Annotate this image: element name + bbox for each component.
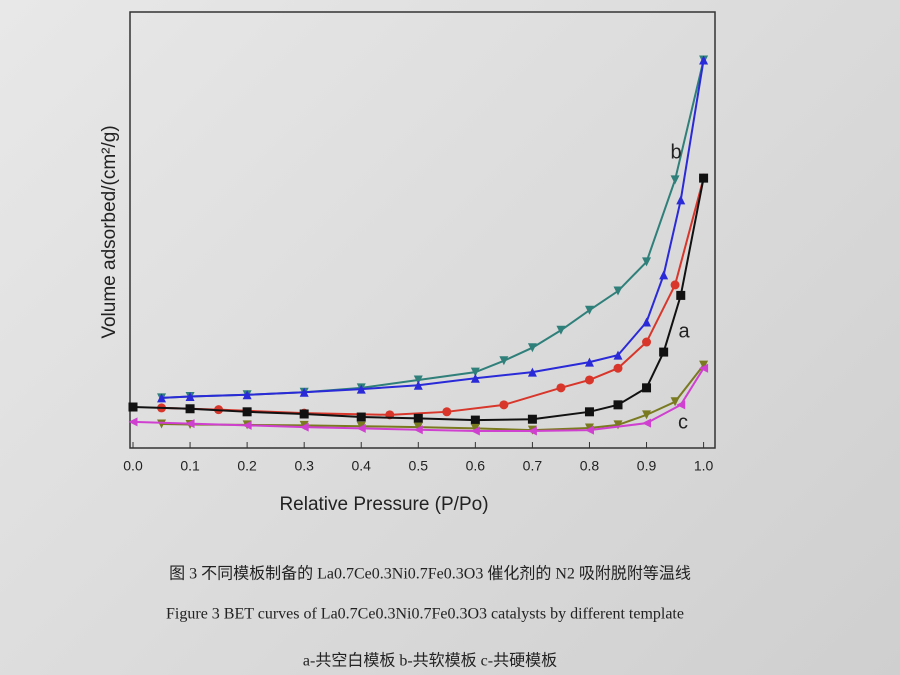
- marker: [584, 375, 594, 385]
- x-tick-label: 0.2: [237, 458, 257, 474]
- marker: [659, 270, 669, 280]
- marker: [670, 175, 680, 185]
- marker: [556, 383, 566, 393]
- marker: [527, 367, 537, 377]
- annotation: c: [678, 411, 688, 433]
- marker: [413, 380, 423, 390]
- marker: [613, 363, 623, 373]
- x-tick-label: 0.4: [352, 458, 372, 474]
- marker: [642, 257, 652, 267]
- x-tick-label: 0.0: [123, 458, 143, 474]
- marker: [676, 195, 686, 205]
- marker: [613, 420, 623, 430]
- marker: [499, 400, 509, 410]
- marker: [676, 400, 686, 410]
- marker: [613, 286, 623, 296]
- marker: [527, 414, 537, 424]
- marker: [613, 400, 623, 410]
- marker: [242, 420, 252, 430]
- marker: [670, 397, 680, 407]
- x-tick-label: 0.3: [294, 458, 314, 474]
- marker: [642, 317, 652, 327]
- marker: [185, 419, 195, 429]
- marker: [527, 343, 537, 353]
- marker: [699, 360, 709, 370]
- plot-frame: [129, 11, 716, 449]
- y-axis-label: Volume adsorbed/(cm²/g): [99, 125, 120, 338]
- marker: [584, 407, 594, 417]
- marker: [642, 418, 652, 428]
- caption: a-共空白模板 b-共软模板 c-共硬模板: [303, 652, 557, 670]
- marker: [470, 415, 480, 425]
- marker: [699, 363, 709, 373]
- marker: [613, 350, 623, 360]
- marker: [356, 384, 366, 394]
- x-tick-label: 0.5: [409, 458, 429, 474]
- marker: [185, 392, 195, 402]
- marker: [185, 404, 195, 414]
- marker: [299, 422, 309, 432]
- marker: [659, 347, 669, 357]
- marker: [157, 393, 167, 403]
- marker: [584, 305, 594, 315]
- marker: [413, 413, 423, 423]
- marker: [699, 173, 709, 183]
- marker: [699, 55, 709, 65]
- x-axis-label: Relative Pressure (P/Po): [279, 494, 488, 515]
- annotation: b: [670, 141, 681, 163]
- marker: [356, 412, 366, 422]
- x-tick-label: 0.8: [580, 458, 600, 474]
- marker: [356, 423, 366, 433]
- marker: [584, 425, 594, 435]
- marker: [584, 357, 594, 367]
- x-tick-label: 0.1: [180, 458, 200, 474]
- marker: [299, 387, 309, 397]
- marker: [470, 367, 480, 377]
- marker: [642, 410, 652, 420]
- marker: [413, 375, 423, 385]
- caption: Figure 3 BET curves of La0.7Ce0.3Ni0.7Fe…: [166, 606, 684, 623]
- series-line: [132, 177, 705, 422]
- marker: [470, 423, 480, 433]
- annotation: a: [678, 320, 690, 342]
- marker: [242, 390, 252, 400]
- marker: [527, 426, 537, 436]
- marker: [442, 407, 452, 417]
- marker: [128, 402, 138, 412]
- marker: [670, 280, 680, 290]
- x-tick-label: 0.7: [523, 458, 543, 474]
- marker: [676, 290, 686, 300]
- marker: [556, 325, 566, 335]
- marker: [499, 356, 509, 366]
- caption: 图 3 不同模板制备的 La0.7Ce0.3Ni0.7Fe0.3O3 催化剂的 …: [169, 565, 691, 583]
- marker: [128, 417, 138, 427]
- series-line: [161, 364, 705, 432]
- series-line: [161, 59, 705, 399]
- x-tick-label: 0.9: [637, 458, 657, 474]
- marker: [642, 337, 652, 347]
- series-line: [161, 177, 705, 416]
- x-tick-label: 0.6: [466, 458, 486, 474]
- marker: [413, 425, 423, 435]
- x-tick-label: 1.0: [694, 458, 714, 474]
- marker: [299, 409, 309, 419]
- marker: [242, 407, 252, 417]
- series-line: [161, 59, 705, 399]
- marker: [470, 373, 480, 383]
- series-line: [132, 367, 705, 432]
- marker: [413, 422, 423, 432]
- marker: [642, 383, 652, 393]
- marker: [470, 426, 480, 436]
